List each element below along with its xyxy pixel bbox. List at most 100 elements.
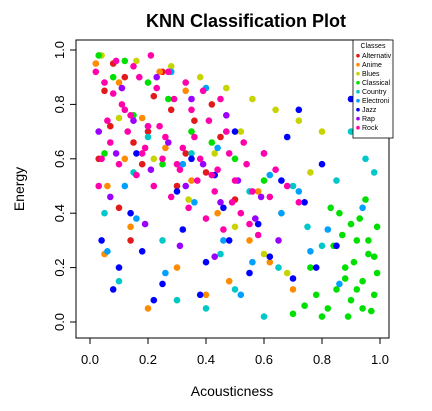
- data-point: [301, 199, 308, 206]
- data-point: [156, 122, 163, 130]
- data-point: [231, 286, 239, 293]
- data-point: [153, 73, 160, 81]
- data-point: [214, 144, 221, 152]
- data-point: [176, 242, 184, 250]
- data-point: [101, 150, 108, 157]
- data-point: [272, 166, 279, 173]
- legend-entries: Alternativ Anime Blues Classical Country Elec…: [356, 53, 392, 132]
- x-axis: 0.0 0.2 0.4 0.6 0.8 1.0: [81, 337, 389, 367]
- data-point: [243, 160, 250, 168]
- data-point: [156, 68, 163, 76]
- data-point: [307, 264, 314, 271]
- y-tick-label: 0.0: [52, 313, 67, 331]
- data-point: [362, 155, 369, 163]
- data-point: [141, 144, 149, 152]
- data-point: [202, 169, 210, 176]
- data-point: [249, 188, 256, 195]
- x-tick-label: 0.0: [81, 352, 99, 367]
- data-point: [341, 264, 349, 271]
- data-point: [272, 106, 279, 114]
- data-point: [165, 68, 172, 76]
- data-point: [211, 253, 218, 260]
- data-point: [112, 150, 120, 157]
- data-point: [365, 237, 372, 244]
- data-point: [295, 199, 303, 206]
- data-point: [115, 114, 123, 122]
- data-point: [220, 226, 227, 233]
- y-tick-label: 1.0: [52, 41, 67, 59]
- data-point: [188, 106, 195, 114]
- data-point: [301, 302, 308, 310]
- data-point: [104, 117, 111, 124]
- data-point: [127, 237, 134, 244]
- data-point: [289, 310, 297, 318]
- data-point: [223, 112, 230, 119]
- data-point: [109, 90, 117, 97]
- data-point: [133, 150, 140, 157]
- data-point: [182, 79, 189, 86]
- data-point: [312, 291, 320, 299]
- data-point: [362, 196, 369, 203]
- data-point: [217, 250, 224, 258]
- data-point: [159, 160, 166, 168]
- data-point: [188, 155, 195, 163]
- data-point: [138, 114, 146, 122]
- data-point: [257, 193, 265, 201]
- data-point: [107, 139, 114, 146]
- legend: Classes Alternativ Anime Blues Classical Cou…: [352, 39, 394, 139]
- data-point: [127, 112, 134, 119]
- data-point: [324, 226, 332, 233]
- data-point: [275, 264, 282, 271]
- data-point: [246, 269, 253, 277]
- data-point: [341, 275, 349, 282]
- data-point: [115, 264, 123, 271]
- data-point: [153, 84, 160, 92]
- data-point: [118, 101, 126, 108]
- data-point: [194, 177, 201, 184]
- data-point: [150, 296, 158, 304]
- legend-entry-label: Rock: [362, 125, 378, 132]
- data-point: [278, 209, 285, 217]
- data-point: [162, 269, 169, 277]
- data-point: [159, 237, 166, 244]
- data-point: [211, 188, 218, 195]
- data-point: [196, 155, 204, 163]
- legend-entry-label: Anime: [362, 62, 382, 69]
- data-point: [307, 169, 314, 176]
- data-point: [289, 182, 297, 190]
- data-point: [237, 291, 245, 299]
- data-point: [205, 117, 213, 124]
- x-tick-label: 0.2: [139, 352, 157, 367]
- data-point: [127, 223, 134, 231]
- data-point: [202, 258, 210, 266]
- data-point: [144, 133, 152, 141]
- data-point: [191, 133, 198, 141]
- data-point: [112, 57, 120, 65]
- data-point: [115, 160, 123, 168]
- data-point: [182, 87, 189, 95]
- data-point: [199, 87, 207, 95]
- data-point: [101, 87, 108, 95]
- data-point: [173, 160, 181, 168]
- data-point: [150, 155, 158, 163]
- data-point: [138, 160, 146, 168]
- data-point: [370, 169, 378, 176]
- data-point: [347, 220, 355, 228]
- data-point: [333, 177, 340, 184]
- y-tick-label: 0.6: [52, 150, 67, 168]
- data-point: [333, 286, 340, 293]
- data-point: [336, 209, 343, 217]
- data-point: [249, 258, 256, 266]
- legend-marker: [356, 62, 360, 67]
- data-point: [138, 248, 146, 255]
- data-point: [170, 95, 178, 103]
- data-point: [202, 291, 210, 299]
- data-point: [356, 215, 364, 222]
- data-point: [318, 242, 326, 250]
- data-point: [254, 220, 262, 228]
- x-tick-label: 1.0: [371, 352, 389, 367]
- data-point: [307, 248, 314, 255]
- data-point: [208, 171, 216, 179]
- data-point: [237, 128, 245, 135]
- data-point: [353, 237, 361, 244]
